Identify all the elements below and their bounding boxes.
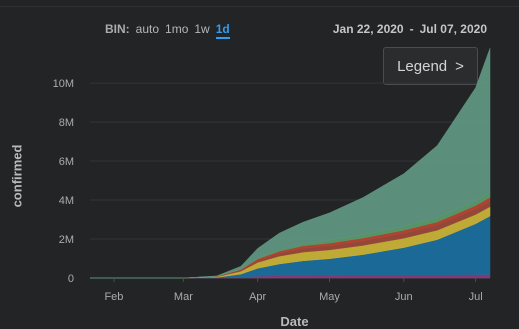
x-tick-label: May xyxy=(319,291,340,303)
y-tick-label: 10M xyxy=(53,78,74,90)
bin-label: BIN: xyxy=(105,22,130,36)
bin-option-1d[interactable]: 1d xyxy=(215,22,230,39)
top-divider xyxy=(0,6,519,7)
x-tick-label: Mar xyxy=(174,291,193,303)
y-tick-label: 6M xyxy=(59,156,74,168)
x-tick-label: Feb xyxy=(104,291,123,303)
x-tick-label: Jun xyxy=(395,291,413,303)
date-end: Jul 07, 2020 xyxy=(419,22,487,36)
y-tick-label: 2M xyxy=(59,234,74,246)
y-tick-label: 0 xyxy=(68,273,74,285)
bin-selector: BIN: auto 1mo 1w 1d xyxy=(105,22,230,39)
bin-option-auto[interactable]: auto xyxy=(135,22,160,36)
legend-button-label: Legend xyxy=(397,57,448,75)
date-start: Jan 22, 2020 xyxy=(332,22,404,36)
chevron-right-icon: > xyxy=(455,57,464,75)
area-series-6 xyxy=(90,48,491,279)
bin-option-1w[interactable]: 1w xyxy=(194,22,210,36)
x-axis-label: Date xyxy=(280,314,309,329)
x-tick-label: Jul xyxy=(469,291,483,303)
date-separator: - xyxy=(409,22,414,36)
y-tick-label: 8M xyxy=(59,117,74,129)
bin-option-1mo[interactable]: 1mo xyxy=(165,22,189,36)
date-range[interactable]: Jan 22, 2020 - Jul 07, 2020 xyxy=(333,22,487,36)
y-tick-label: 4M xyxy=(59,195,74,207)
x-tick-label: Apr xyxy=(249,291,266,303)
legend-button[interactable]: Legend > xyxy=(383,47,478,85)
